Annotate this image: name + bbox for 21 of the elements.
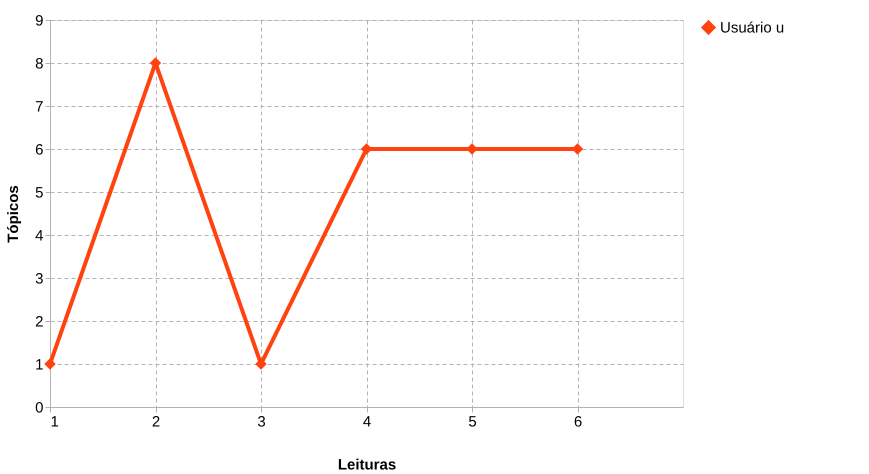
y-tick-label: 0	[35, 400, 44, 416]
x-tick-label: 3	[257, 414, 266, 430]
legend-label: Usuário u	[720, 20, 784, 36]
y-tick-label: 1	[35, 356, 44, 374]
y-tick-label: 9	[35, 12, 44, 30]
y-tick-label: 6	[35, 142, 44, 158]
x-axis-title: Leituras	[338, 456, 396, 474]
y-tick-label: 3	[35, 270, 44, 288]
x-tick-label: 4	[362, 414, 372, 430]
y-tick-label: 8	[35, 56, 44, 72]
x-tick-label: 1	[50, 414, 59, 430]
y-tick-label: 5	[35, 184, 44, 202]
point	[44, 358, 56, 370]
y-tick-label: 4	[35, 228, 44, 244]
x-tick-label: 5	[468, 414, 477, 430]
x-tick-label: 2	[152, 414, 160, 430]
point	[255, 358, 267, 370]
x-tick-label: 6	[574, 414, 582, 430]
y-tick-label: 7	[35, 98, 44, 116]
y-tick-label: 2	[35, 314, 44, 330]
y-axis-title: Tópicos	[5, 185, 22, 243]
